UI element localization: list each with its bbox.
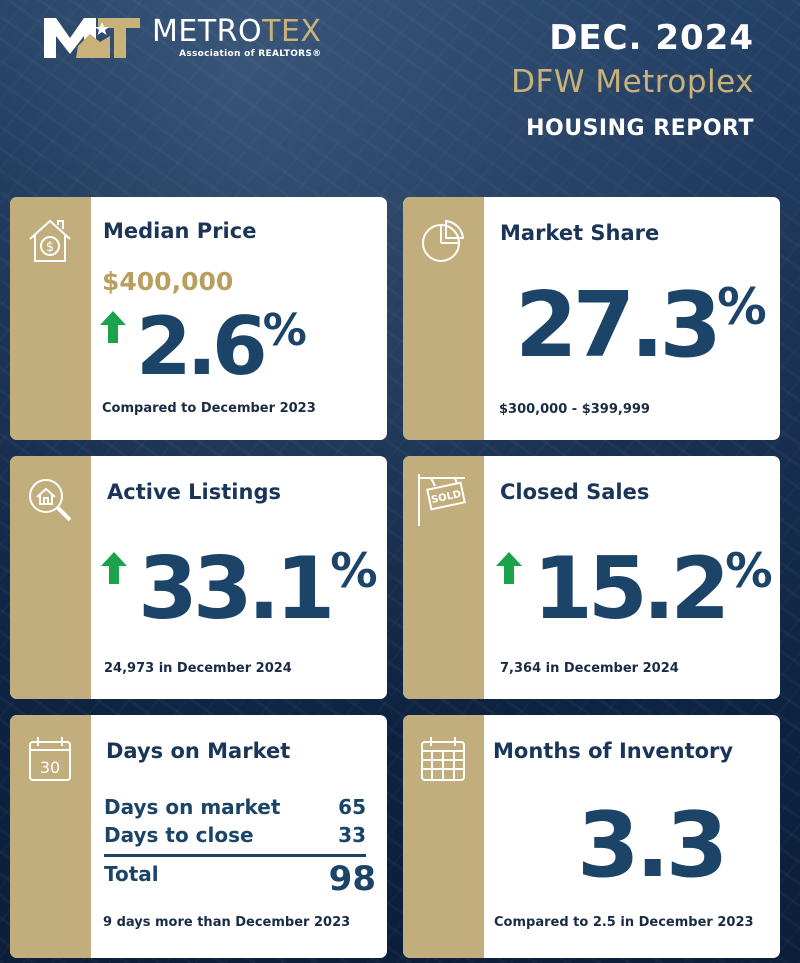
- market-share-value: 27.3: [515, 273, 722, 378]
- median-price-title: Median Price: [103, 219, 257, 243]
- dom-row-value: 33: [338, 823, 366, 847]
- report-region: DFW Metroplex: [511, 64, 754, 100]
- dom-row-value: 65: [338, 795, 366, 819]
- pie-chart-icon: [422, 219, 465, 262]
- card-accent-strip: [403, 197, 484, 440]
- months-inventory-note: Compared to 2.5 in December 2023: [494, 915, 754, 930]
- trend-up-arrow-icon: [101, 552, 127, 584]
- card-accent-strip: [403, 456, 484, 699]
- median-price-change: 2.6%: [136, 307, 307, 387]
- logo-name-metro: METRO: [152, 13, 263, 49]
- active-listings-title: Active Listings: [107, 480, 281, 504]
- median-price-card: $ Median Price $400,000 2.6% Compared to…: [10, 197, 387, 440]
- closed-sales-change-value: 15.2: [533, 539, 730, 639]
- card-accent-strip: [10, 715, 91, 958]
- calendar-grid-icon: [421, 737, 465, 781]
- total-value: 98: [328, 859, 376, 899]
- days-to-close-row: Days to close 33: [104, 823, 366, 847]
- median-price-change-value: 2.6: [136, 300, 268, 393]
- active-listings-change: 33.1%: [138, 546, 378, 632]
- days-on-market-title: Days on Market: [106, 739, 291, 763]
- report-date: DEC. 2024: [549, 18, 754, 58]
- logo-name-tex: TEX: [262, 13, 322, 49]
- closed-sales-change: 15.2%: [533, 546, 773, 632]
- median-price-note: Compared to December 2023: [102, 401, 316, 416]
- card-accent-strip: [10, 456, 91, 699]
- closed-sales-note: 7,364 in December 2024: [500, 661, 679, 676]
- report-title: HOUSING REPORT: [526, 116, 754, 141]
- svg-text:$: $: [46, 240, 54, 255]
- total-label: Total: [104, 862, 159, 886]
- house-dollar-icon: $: [29, 219, 71, 262]
- market-share-note: $300,000 - $399,999: [499, 402, 650, 417]
- market-share-unit: %: [717, 278, 767, 337]
- closed-sales-card: SOLD Closed Sales 15.2% 7,364 in Decembe…: [403, 456, 780, 699]
- calendar-30-icon: 30: [29, 737, 71, 781]
- active-listings-change-value: 33.1: [138, 539, 335, 639]
- market-share-title: Market Share: [500, 221, 660, 245]
- closed-sales-title: Closed Sales: [500, 480, 650, 504]
- market-share-card: Market Share 27.3% $300,000 - $399,999: [403, 197, 780, 440]
- metrotex-logo-mark: [44, 18, 140, 58]
- months-inventory-card: Months of Inventory 3.3 Compared to 2.5 …: [403, 715, 780, 958]
- active-listings-note: 24,973 in December 2024: [104, 661, 292, 676]
- sold-sign-icon: SOLD: [418, 474, 466, 526]
- median-price-change-unit: %: [262, 305, 307, 357]
- dom-row-label: Days on market: [104, 795, 281, 819]
- active-listings-card: Active Listings 33.1% 24,973 in December…: [10, 456, 387, 699]
- trend-up-arrow-icon: [100, 311, 126, 343]
- dom-row-label: Days to close: [104, 823, 254, 847]
- months-inventory-title: Months of Inventory: [493, 739, 734, 763]
- calendar-day-text: 30: [40, 758, 60, 777]
- months-inventory-value: 3.3: [577, 793, 728, 898]
- logo-subtitle: Association of REALTORS®: [179, 48, 322, 59]
- days-on-market-note: 9 days more than December 2023: [103, 915, 351, 930]
- house-search-icon: [29, 479, 72, 522]
- closed-sales-change-unit: %: [725, 544, 773, 600]
- total-divider: [104, 854, 366, 857]
- median-price-amount: $400,000: [102, 267, 234, 296]
- metrotex-logo: METROTEX Association of REALTORS®: [40, 12, 321, 62]
- days-on-market-row: Days on market 65: [104, 795, 366, 819]
- market-share-value-group: 27.3%: [515, 281, 767, 371]
- days-on-market-card: 30 Days on Market Days on market 65 Days…: [10, 715, 387, 958]
- active-listings-change-unit: %: [330, 544, 378, 600]
- trend-up-arrow-icon: [496, 552, 522, 584]
